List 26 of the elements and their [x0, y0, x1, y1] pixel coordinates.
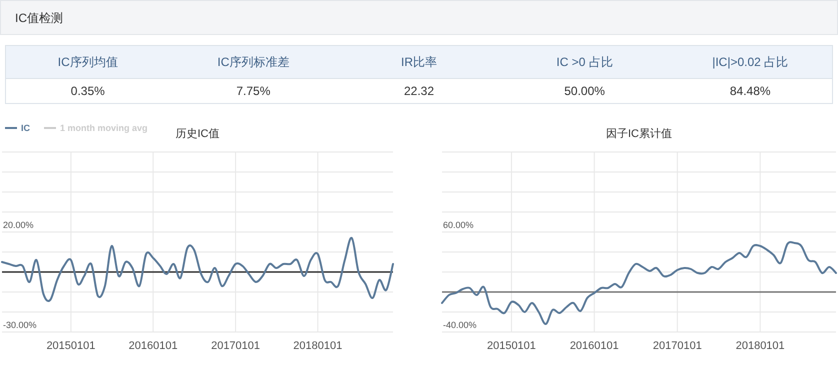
text: IC序列标准差: [217, 55, 290, 69]
x-tick-label: 20150101: [46, 340, 96, 352]
text: 50.00%: [564, 84, 606, 98]
chart-title: 因子IC累计值: [606, 127, 672, 140]
y-tick-label: -40.00%: [443, 320, 477, 330]
x-tick-label: 20150101: [486, 340, 536, 352]
y-tick-label: 20.00%: [3, 220, 34, 230]
text: IR比率: [401, 55, 437, 69]
chart-title: 历史IC值: [176, 127, 220, 140]
x-tick-label: 20170101: [652, 340, 702, 352]
x-tick-label: 20160101: [128, 340, 178, 352]
x-tick-label: 20180101: [736, 340, 785, 352]
text: 84.48%: [730, 84, 771, 98]
text: IC值检测: [15, 11, 63, 25]
y-tick-label: -30.00%: [3, 320, 37, 330]
text: 22.32: [404, 84, 434, 98]
text: |IC|>0.02 占比: [712, 55, 788, 69]
y-tick-label: 60.00%: [443, 220, 474, 230]
x-tick-label: 20160101: [570, 340, 619, 352]
legend-label: IC: [21, 123, 30, 133]
text: 0.35%: [70, 84, 106, 98]
x-tick-label: 20170101: [211, 340, 260, 352]
text: IC >0 占比: [556, 55, 613, 69]
x-tick-label: 20180101: [293, 340, 342, 352]
text: 7.75%: [236, 84, 271, 98]
text: IC序列均值: [58, 55, 118, 69]
